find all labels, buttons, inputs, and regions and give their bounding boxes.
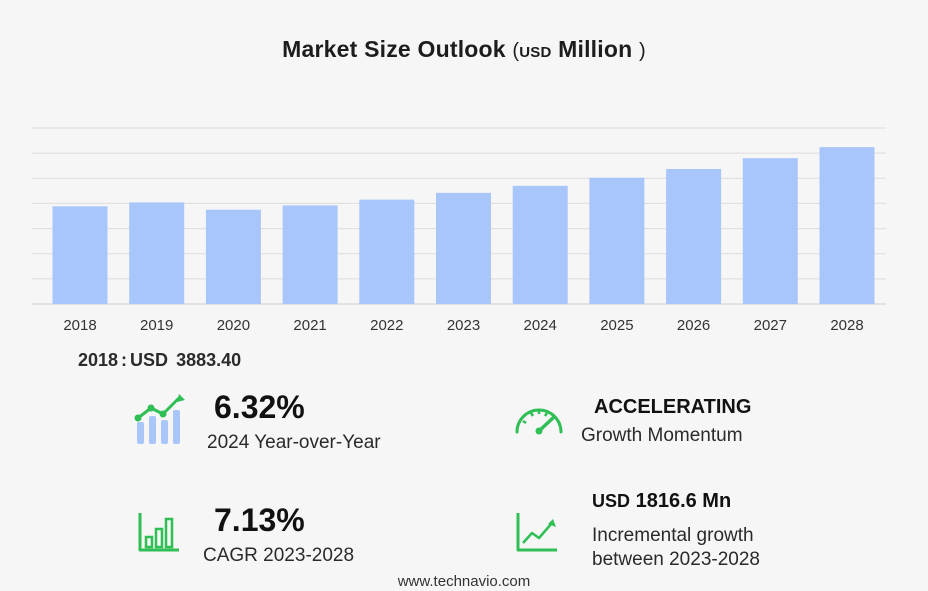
kpi-yoy-label: 2024 Year-over-Year: [207, 432, 381, 453]
x-tick-label-2024: 2024: [524, 317, 557, 334]
bar-2023: [436, 192, 491, 304]
chart-title: Market Size Outlook (USD Million ): [0, 36, 928, 63]
kpi-cagr: 7.13%: [214, 502, 305, 539]
kpi-cagr-label: CAGR 2023-2028: [203, 545, 355, 566]
title-currency: USD: [519, 44, 552, 61]
x-tick-label-2028: 2028: [830, 317, 863, 334]
x-tick-label-2026: 2026: [677, 317, 710, 334]
bar-2021: [282, 205, 338, 304]
bar-2024: [512, 185, 568, 304]
kpi-incremental-label-line1: Incremental growth: [592, 525, 754, 546]
source-footer: www.technavio.com: [397, 573, 531, 590]
base-year: 2018: [78, 350, 119, 370]
kpi-incremental-label-wrap: Incremental growth between 2023-2028: [592, 524, 760, 572]
kpi-yoy-value: 6.32%: [214, 389, 305, 425]
base-sep: :: [121, 350, 128, 370]
bar-2018: [52, 206, 108, 304]
bar-2026: [666, 168, 722, 304]
kpi-incremental-value-wrap: USD 1816.6 Mn: [592, 490, 731, 513]
kpi-momentum-label: Growth Momentum: [581, 425, 743, 446]
x-tick-label-2027: 2027: [754, 317, 787, 334]
bar-2020: [205, 209, 261, 304]
kpi-momentum-value: ACCELERATING: [594, 396, 752, 418]
kpi-momentum: ACCELERATING: [594, 396, 751, 419]
base-value: 3883.40: [176, 350, 242, 370]
bar-chart-icon: [138, 513, 179, 552]
title-main: Market Size Outlook: [282, 36, 506, 62]
bar-chart: 2018 2019 2020 2021 2022 2023 2024 2025 2026 2027…: [32, 127, 886, 334]
kpi-incremental-currency: USD: [592, 491, 631, 511]
bar-2028: [819, 147, 875, 304]
kpi-incremental: USD 1816.6 Mn: [592, 490, 731, 513]
kpi-cagr-label-wrap: CAGR 2023-2028: [203, 545, 354, 567]
growth-bars-icon: [134, 394, 185, 444]
kpi-cagr-value: 7.13%: [214, 502, 305, 538]
title-open-paren: (: [512, 40, 520, 62]
title-unit: Million: [558, 36, 633, 62]
kpi-momentum-label-wrap: Growth Momentum: [581, 425, 743, 447]
kpi-yoy: 6.32%: [214, 389, 305, 426]
bar-2027: [742, 158, 798, 304]
x-tick-label-2021: 2021: [293, 317, 326, 334]
bar-2022: [359, 199, 415, 304]
base-currency: USD: [130, 350, 169, 370]
x-tick-label-2019: 2019: [140, 317, 173, 334]
x-tick-label-2023: 2023: [447, 317, 480, 334]
x-tick-label-2025: 2025: [600, 317, 633, 334]
bar-2019: [129, 202, 185, 304]
x-tick-label-2020: 2020: [217, 317, 250, 334]
trend-line-icon: [516, 513, 557, 552]
kpi-incremental-label-line2: between 2023-2028: [592, 549, 760, 570]
x-tick-label-2022: 2022: [370, 317, 403, 334]
bar-2025: [589, 177, 645, 304]
kpi-incremental-value: 1816.6 Mn: [635, 490, 732, 512]
base-year-stat: 2018: USD 3883.40: [78, 350, 241, 371]
speedometer-icon: [515, 408, 563, 435]
kpi-yoy-label-wrap: 2024 Year-over-Year: [207, 432, 381, 454]
title-close-paren: ): [638, 40, 646, 62]
x-tick-label-2018: 2018: [63, 317, 96, 334]
